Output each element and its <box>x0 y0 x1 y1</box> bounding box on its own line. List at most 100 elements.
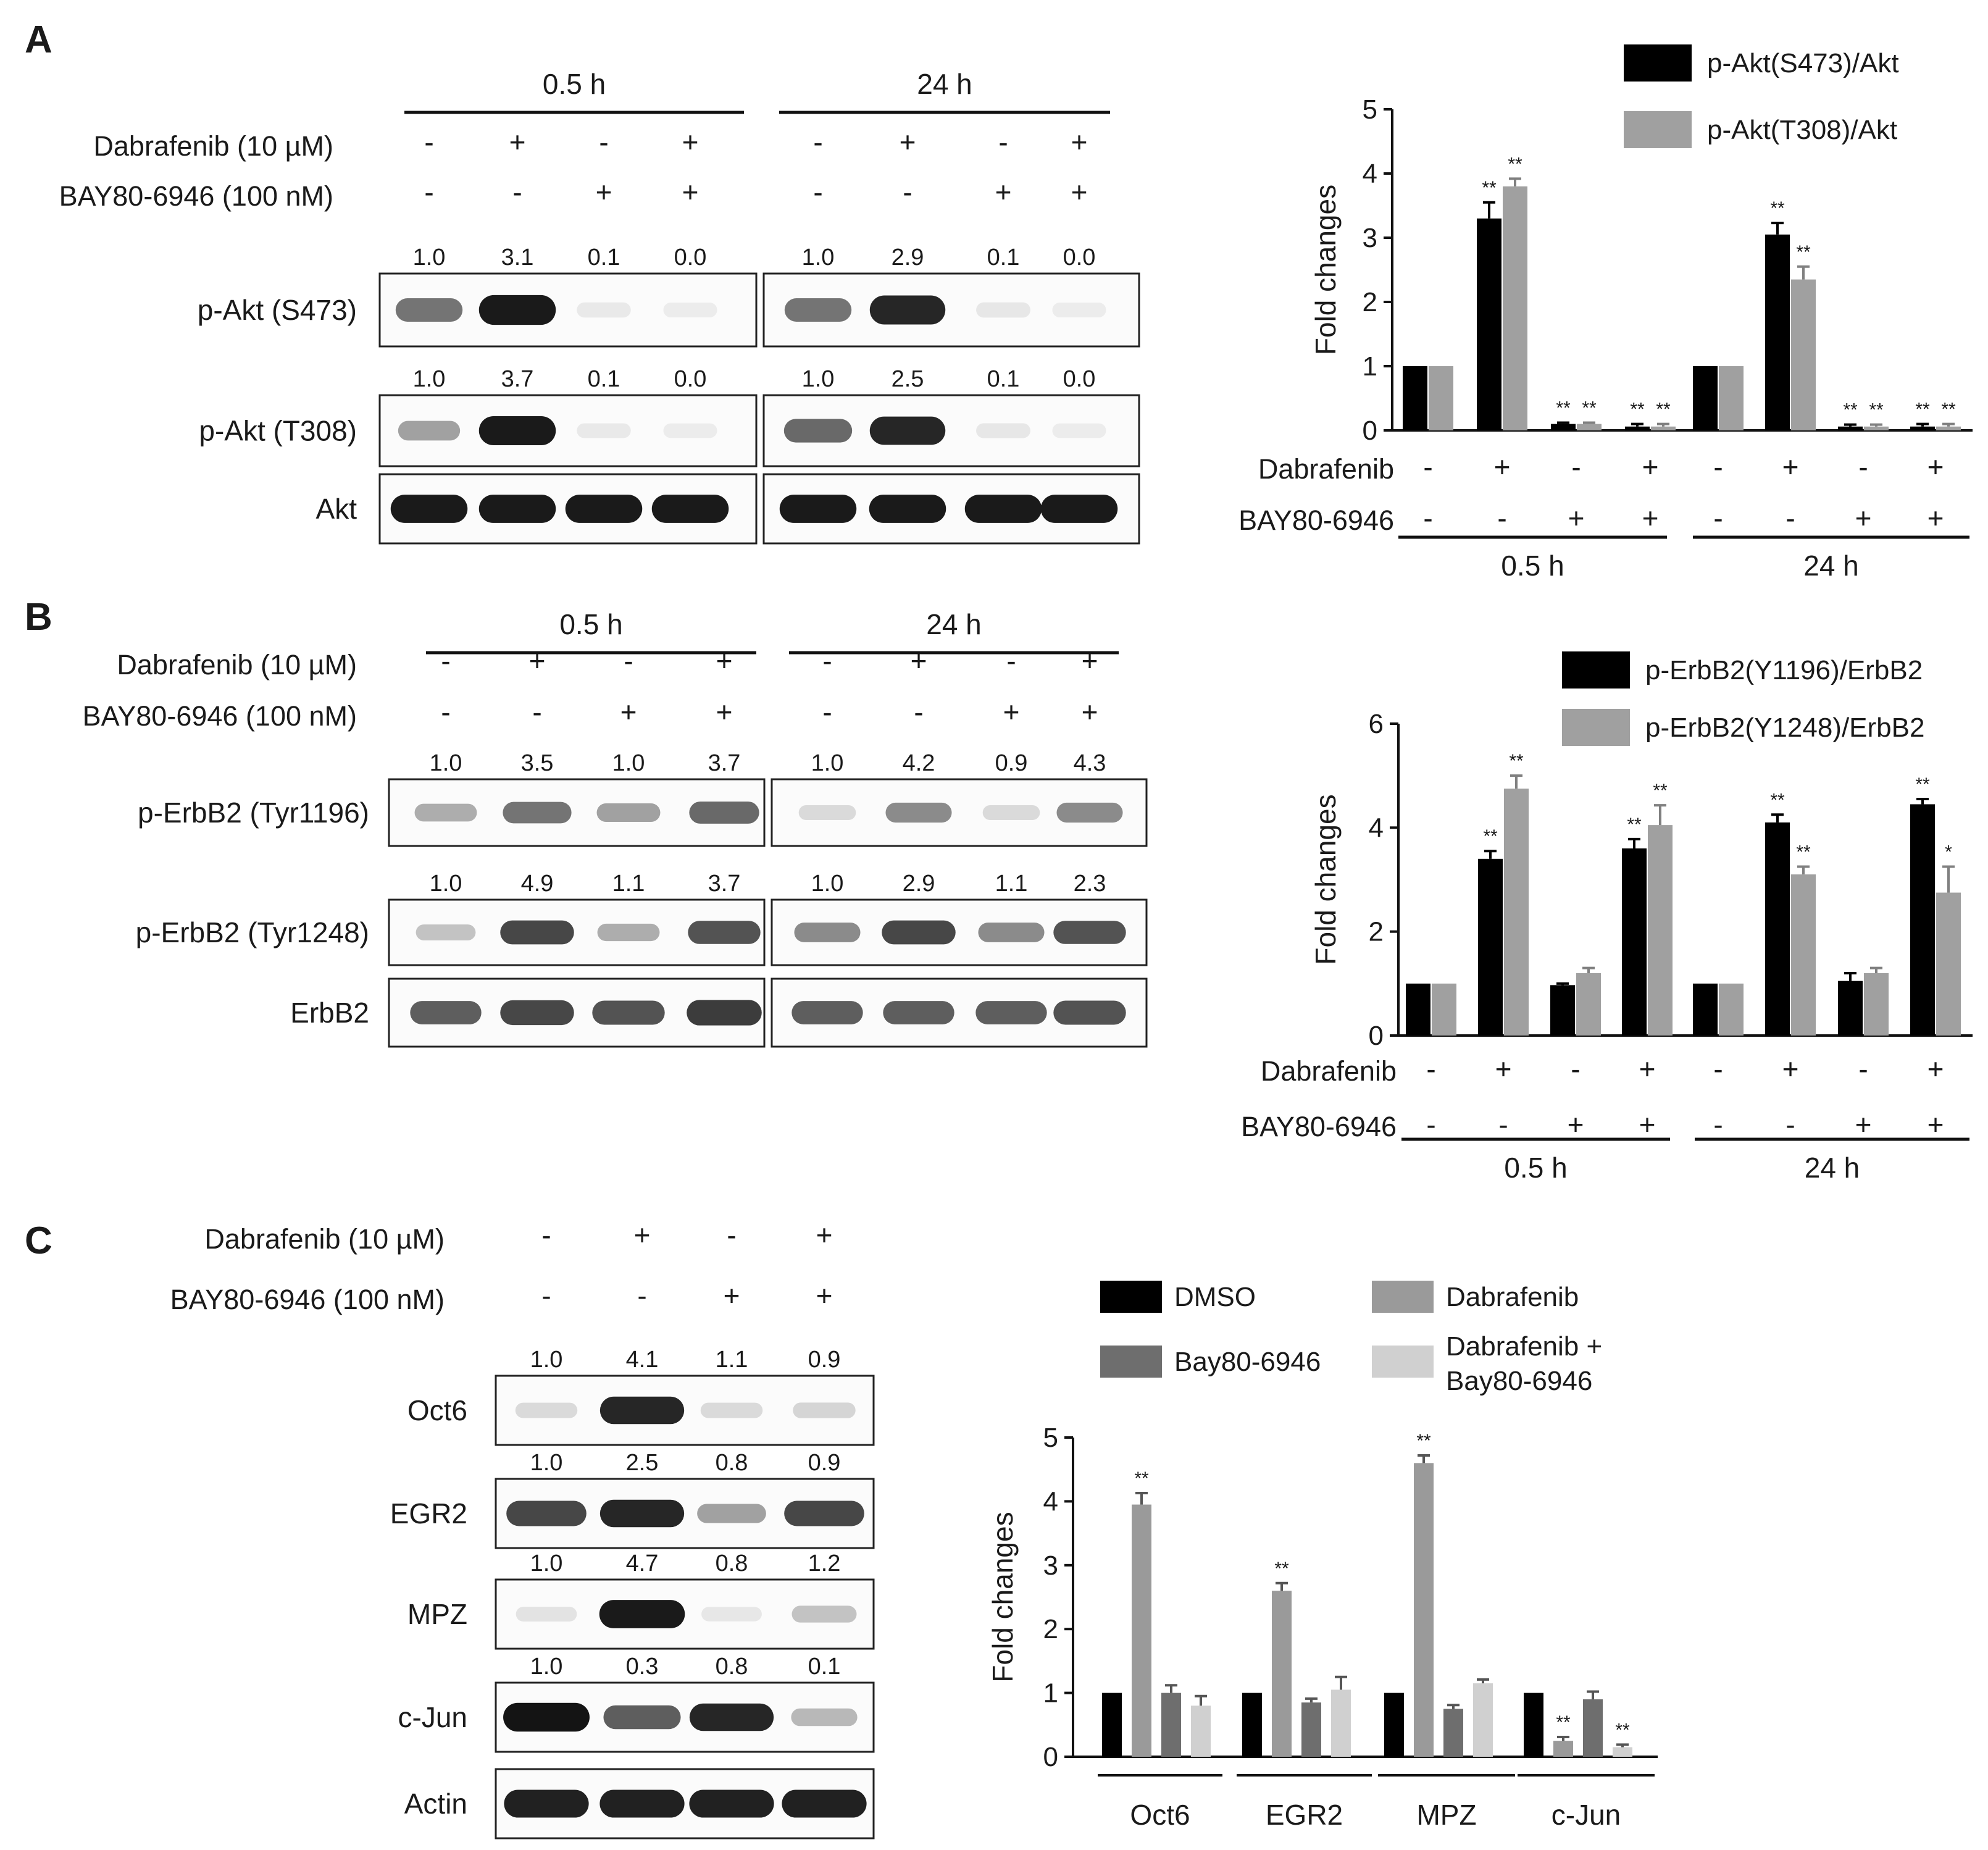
bar-series1 <box>1478 858 1503 1036</box>
treatment-sign: - <box>541 1279 551 1312</box>
band-quantification: 3.7 <box>708 750 741 776</box>
band-quantification: 0.0 <box>674 366 707 392</box>
treatment-sign: - <box>1571 1053 1580 1085</box>
protein-band <box>982 805 1040 820</box>
treatment-sign: - <box>813 176 822 208</box>
significance-marker: ** <box>1482 178 1497 198</box>
treatment-sign: + <box>1071 176 1088 208</box>
band-quantification: 1.0 <box>811 871 844 897</box>
protein-band <box>478 295 556 325</box>
significance-marker: ** <box>1509 751 1524 771</box>
band-label: p-ErbB2 (Tyr1248) <box>136 916 369 948</box>
treatment-sign: - <box>541 1219 551 1251</box>
treatment-label: Dabrafenib <box>1261 1055 1397 1087</box>
bar-dmso <box>1242 1693 1262 1757</box>
legend-swatch <box>1562 651 1630 689</box>
treatment-sign: + <box>1642 451 1659 483</box>
treatment-sign: + <box>716 696 733 728</box>
bar-series1 <box>1765 822 1790 1036</box>
treatment-sign: - <box>1785 502 1795 534</box>
significance-marker: ** <box>1416 1431 1431 1451</box>
bar-series2 <box>1936 426 1961 430</box>
band-label: Akt <box>316 493 357 525</box>
treatment-sign: + <box>1003 696 1020 728</box>
bar-bay80-6946 <box>1161 1693 1181 1757</box>
treatment-sign: - <box>441 645 450 677</box>
significance-marker: ** <box>1796 842 1811 862</box>
band-quantification: 1.0 <box>612 750 645 776</box>
significance-marker: ** <box>1869 400 1884 421</box>
treatment-sign: - <box>1713 1108 1723 1141</box>
treatment-sign: - <box>1713 451 1723 483</box>
y-tick-label: 4 <box>1043 1486 1058 1517</box>
band-quantification: 1.0 <box>802 245 835 270</box>
y-axis-title: Fold changes <box>1309 794 1342 965</box>
panel-b-letter: B <box>25 596 52 638</box>
bar-series2 <box>1429 366 1453 430</box>
bar-dabrafenib-bay80-6946 <box>1613 1747 1632 1757</box>
band-label: ErbB2 <box>290 997 369 1029</box>
band-quantification: 3.7 <box>501 366 534 392</box>
y-axis-title: Fold changes <box>1309 185 1342 355</box>
legend-label: Dabrafenib <box>1446 1282 1579 1312</box>
treatment-sign: + <box>1927 1108 1944 1141</box>
time-label: 24 h <box>1803 550 1859 582</box>
significance-marker: * <box>1945 842 1952 862</box>
significance-marker: ** <box>1556 1712 1571 1733</box>
protein-band <box>1052 302 1106 318</box>
significance-marker: ** <box>1796 242 1811 262</box>
band-quantification: 1.0 <box>430 750 462 776</box>
legend-swatch <box>1624 44 1692 82</box>
protein-band <box>1053 921 1126 944</box>
legend-swatch <box>1624 111 1692 148</box>
protein-band <box>882 920 956 945</box>
treatment-label: BAY80-6946 <box>1241 1111 1397 1142</box>
treatment-sign: + <box>1927 1053 1944 1085</box>
significance-marker: ** <box>1274 1559 1289 1579</box>
panel-a-bar-chart: 0 1 2 3 4 5 Fold changes ** ** ** ** ** ** ** ** ** ** **… <box>1238 44 1973 582</box>
y-tick-label: 5 <box>1363 94 1377 125</box>
treatment-sign: - <box>1571 451 1581 483</box>
protein-band <box>793 1402 856 1418</box>
treatment-sign: - <box>822 645 832 677</box>
protein-band <box>663 302 717 318</box>
treatment-sign: - <box>532 696 541 728</box>
bar-series2 <box>1504 789 1529 1036</box>
bar-series2 <box>1864 426 1889 430</box>
band-quantification: 0.0 <box>674 245 707 270</box>
treatment-sign: - <box>1426 1053 1435 1085</box>
legend-label-line1: Dabrafenib + <box>1446 1331 1602 1362</box>
protein-band <box>869 295 946 325</box>
bar-dmso <box>1524 1693 1543 1757</box>
bar-dabrafenib <box>1553 1741 1573 1757</box>
protein-band <box>596 803 661 822</box>
band-quantification: 2.9 <box>892 245 924 270</box>
significance-marker: ** <box>1656 400 1671 420</box>
treatment-sign: + <box>1855 502 1872 534</box>
bar-series1 <box>1625 426 1650 430</box>
legend-swatch <box>1562 709 1630 746</box>
y-tick-label: 5 <box>1043 1423 1058 1453</box>
protein-band <box>500 920 574 945</box>
panel-a-letter: A <box>25 19 52 61</box>
bar-dabrafenib <box>1132 1504 1151 1757</box>
significance-marker: ** <box>1483 826 1498 847</box>
bar-series2 <box>1936 892 1961 1036</box>
panel-c-western-blot: Dabrafenib (10 µM) - + - + BAY80-6946 (100 nM… <box>170 1219 875 1840</box>
treatment-sign: - <box>1713 1053 1723 1085</box>
treatment-label: Dabrafenib (10 µM) <box>117 649 357 680</box>
bar-series2 <box>1503 186 1527 430</box>
treatment-sign: - <box>424 126 433 158</box>
treatment-sign: + <box>1495 1053 1512 1085</box>
protein-band <box>975 1001 1047 1024</box>
bar-series1 <box>1550 985 1575 1036</box>
protein-band <box>964 495 1042 523</box>
treatment-sign: + <box>634 1219 651 1251</box>
treatment-sign: + <box>1082 645 1098 677</box>
protein-band <box>784 298 852 322</box>
protein-band <box>663 423 717 438</box>
band-quantification: 0.9 <box>808 1347 841 1373</box>
treatment-sign: + <box>620 696 637 728</box>
band-label: p-Akt (T308) <box>199 415 357 447</box>
blot-time-label: 0.5 h <box>543 68 606 100</box>
